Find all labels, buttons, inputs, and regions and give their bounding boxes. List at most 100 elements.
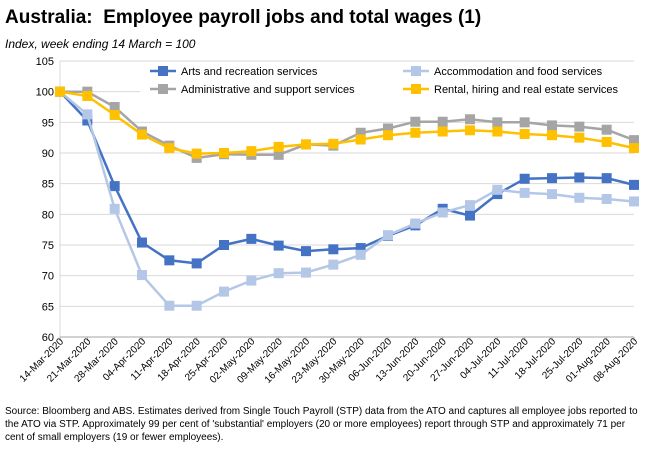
y-tick-label: 90 (42, 148, 54, 160)
data-point (301, 139, 311, 150)
y-tick-label: 70 (42, 271, 54, 283)
data-point (465, 125, 475, 136)
y-tick-label: 60 (42, 332, 54, 344)
data-point (465, 200, 475, 211)
data-point (547, 189, 557, 200)
legend-label: Arts and recreation services (181, 66, 318, 78)
data-point (219, 240, 229, 250)
data-point (601, 124, 612, 135)
legend-label: Administrative and support services (181, 84, 355, 96)
data-point (355, 127, 366, 138)
data-point (109, 203, 120, 214)
data-point (574, 121, 585, 132)
data-point (383, 130, 393, 141)
y-tick-label: 95 (42, 117, 54, 129)
y-tick-label: 85 (42, 179, 54, 191)
data-point (465, 114, 475, 125)
data-point (273, 141, 284, 152)
legend-swatch-marker (158, 84, 168, 94)
data-point (137, 237, 147, 248)
data-point (55, 86, 65, 97)
data-point (355, 249, 366, 260)
series-group (55, 86, 639, 159)
legend-swatch-marker (158, 66, 168, 76)
data-point (109, 109, 120, 120)
data-point (328, 244, 339, 255)
data-point (519, 187, 530, 198)
series-line (59, 90, 635, 307)
data-point (82, 115, 93, 126)
data-point (383, 230, 393, 241)
data-point (246, 233, 257, 244)
series-line (60, 90, 635, 160)
legend-swatch-marker (411, 84, 421, 94)
data-point (164, 143, 175, 154)
data-point (246, 275, 257, 286)
x-axis: 14-Mar-202021-Mar-202028-Mar-202004-Apr-… (18, 336, 641, 386)
data-point (355, 134, 366, 145)
data-point (547, 173, 557, 184)
data-point (574, 192, 585, 203)
data-point (191, 300, 202, 311)
data-point (164, 300, 175, 311)
chart-subtitle: Index, week ending 14 March = 100 (5, 37, 196, 51)
data-point (301, 246, 311, 257)
legend-label: Accommodation and food services (434, 66, 603, 78)
y-tick-label: 100 (36, 87, 54, 99)
source-note: Source: Bloomberg and ABS. Estimates der… (5, 406, 638, 443)
data-point (492, 117, 503, 128)
data-point (437, 207, 448, 218)
data-point (574, 172, 585, 183)
data-point (629, 179, 639, 190)
data-point (601, 194, 612, 204)
y-tick-label: 65 (42, 301, 54, 313)
legend: Arts and recreation services Accommodatio… (140, 62, 636, 99)
data-point (137, 129, 147, 140)
data-point (629, 143, 639, 154)
data-point (465, 210, 475, 221)
data-point (328, 138, 339, 149)
data-point (437, 116, 448, 127)
data-point (492, 126, 503, 137)
series-line (59, 90, 635, 155)
data-point (219, 286, 229, 297)
data-point (519, 128, 530, 139)
data-point (410, 116, 421, 127)
data-point (273, 149, 284, 160)
chart-title: Australia: Employee payroll jobs and tot… (5, 7, 482, 28)
data-point (273, 268, 284, 279)
legend-label: Rental, hiring and real estate services (434, 84, 619, 96)
data-point (410, 127, 421, 138)
data-point (191, 258, 202, 269)
data-point (219, 148, 229, 158)
y-tick-label: 80 (42, 209, 54, 221)
data-point (547, 130, 557, 141)
data-point (273, 240, 284, 251)
data-point (629, 196, 639, 207)
data-point (383, 123, 393, 134)
data-point (601, 173, 612, 184)
data-point (574, 132, 585, 143)
data-point (164, 255, 175, 266)
data-point (301, 267, 311, 278)
data-point (355, 243, 366, 254)
series-line (59, 90, 635, 265)
legend-background (140, 62, 636, 99)
data-point (519, 173, 530, 184)
data-point (246, 146, 257, 157)
data-point (519, 117, 530, 128)
data-point (82, 90, 93, 101)
data-point (191, 148, 202, 159)
data-point (629, 135, 639, 146)
line-chart: 60 65 70 75 80 85 90 95 100 105 14-Mar-202021-Mar… (18, 56, 641, 386)
data-point (601, 136, 612, 147)
data-point (492, 184, 503, 195)
data-point (437, 126, 448, 137)
data-point (328, 259, 339, 270)
y-tick-label: 75 (42, 240, 54, 252)
series-lines (55, 86, 639, 311)
y-tick-label: 105 (36, 56, 54, 68)
data-point (547, 120, 557, 131)
data-point (82, 109, 93, 120)
data-point (410, 218, 421, 229)
